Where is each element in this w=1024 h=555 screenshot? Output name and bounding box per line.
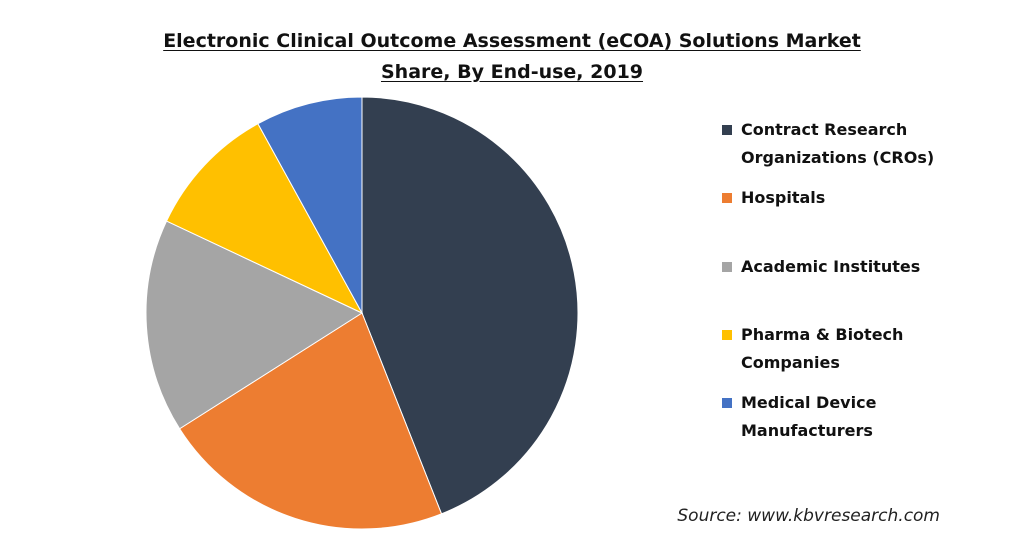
chart-legend: Contract Research Organizations (CROs) H…	[722, 0, 1022, 555]
legend-label-academic-institutes: Academic Institutes	[741, 257, 921, 276]
legend-label-pharma-biotech: Pharma & Biotech Companies	[741, 325, 904, 372]
legend-label-hospitals: Hospitals	[741, 188, 826, 207]
source-caption: Source: www.kbvresearch.com	[677, 506, 940, 526]
legend-swatch-cros	[722, 125, 732, 135]
chart-title: Electronic Clinical Outcome Assessment (…	[0, 26, 1024, 88]
pie-slice-academic-institutes	[145, 220, 364, 430]
legend-label-medical-device: Medical Device Manufacturers	[741, 393, 877, 440]
legend-swatch-academic-institutes	[722, 262, 732, 272]
pie-slice-cros	[361, 96, 579, 515]
chart-title-line-1: Electronic Clinical Outcome Assessment (…	[163, 30, 861, 52]
pie-slice-medical-device	[257, 96, 363, 314]
legend-label-cros: Contract Research Organizations (CROs)	[741, 120, 935, 167]
legend-swatch-medical-device	[722, 398, 732, 408]
pie-slice-pharma-biotech	[165, 123, 364, 315]
legend-swatch-hospitals	[722, 193, 732, 203]
legend-swatch-pharma-biotech	[722, 330, 732, 340]
chart-title-line-2: Share, By End-use, 2019	[380, 61, 644, 83]
pie-slice-hospitals	[178, 312, 443, 530]
